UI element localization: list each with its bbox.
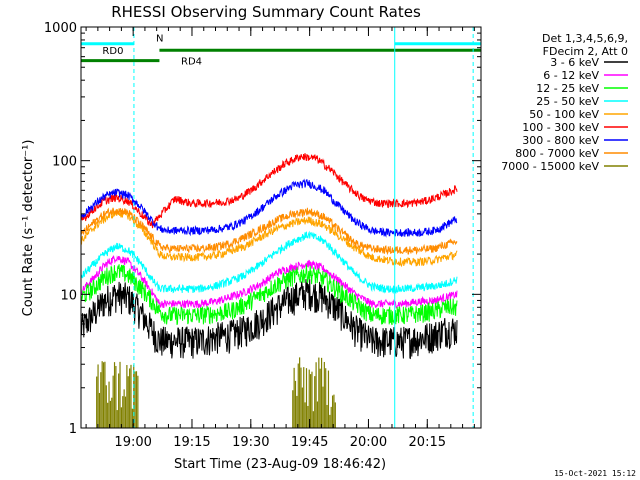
plot-frame — [80, 26, 482, 429]
y-tick-label: 100 — [52, 155, 77, 170]
legend-entry-label: 800 - 7000 keV — [515, 147, 599, 160]
chart-title: RHESSI Observing Summary Count Rates — [111, 3, 421, 21]
segment-label: N — [156, 34, 163, 45]
legend-entry-label: 50 - 100 keV — [529, 108, 599, 121]
x-tick-label: 19:30 — [232, 435, 269, 450]
segment-label: RD4 — [181, 57, 202, 68]
series-7000-15000kev — [96, 357, 336, 428]
legend-entry-label: 25 - 50 keV — [536, 95, 599, 108]
legend-entry-label: 3 - 6 keV — [550, 56, 599, 69]
plot-area: N RD0 RD4 1 10 100 1000 19:00 19:15 19:30 19:45 20:… — [44, 21, 482, 450]
y-axis-label: Count Rate (s⁻¹ detector⁻¹) — [21, 140, 36, 317]
legend-entry-label: 6 - 12 keV — [543, 69, 599, 82]
x-tick-label: 19:45 — [291, 435, 328, 450]
segment-label: RD0 — [102, 46, 123, 57]
y-tick-label: 10 — [60, 288, 77, 303]
legend-entry-label: 100 - 300 keV — [522, 121, 599, 134]
x-tick-label: 19:15 — [173, 435, 210, 450]
legend: Det 1,3,4,5,6,9,FDecim 2, Att 03 - 6 keV… — [501, 32, 628, 173]
y-tick-label: 1 — [69, 422, 77, 437]
legend-header: Det 1,3,4,5,6,9, — [542, 32, 628, 45]
legend-entry-label: 300 - 800 keV — [522, 134, 599, 147]
legend-entry-label: 7000 - 15000 keV — [501, 160, 599, 173]
legend-header: FDecim 2, Att 0 — [543, 45, 628, 58]
x-axis-label: Start Time (23-Aug-09 18:46:42) — [174, 457, 386, 472]
series-100-300kev — [80, 153, 458, 229]
x-tick-label: 19:00 — [114, 435, 151, 450]
x-tick-label: 20:15 — [409, 435, 446, 450]
legend-entry-label: 12 - 25 keV — [536, 82, 599, 95]
y-tick-label: 1000 — [44, 21, 77, 36]
footer-timestamp: 15-Oct-2021 15:12 — [554, 469, 636, 478]
x-tick-label: 20:00 — [350, 435, 387, 450]
